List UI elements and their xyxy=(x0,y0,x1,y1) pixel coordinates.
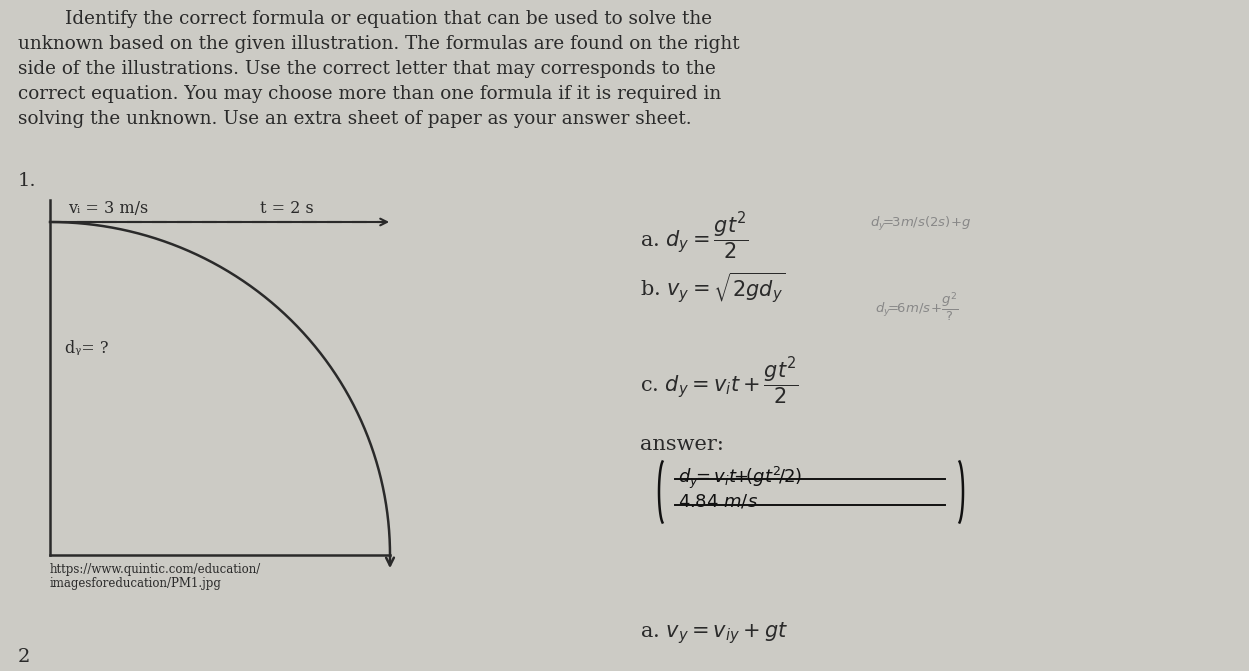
Text: dᵧ= ?: dᵧ= ? xyxy=(65,340,109,357)
Text: $d_y\!\!=\!\!3m/s(2s)\!+\!g$: $d_y\!\!=\!\!3m/s(2s)\!+\!g$ xyxy=(871,215,972,233)
Text: a. $v_y = v_{iy} + gt$: a. $v_y = v_{iy} + gt$ xyxy=(639,620,788,646)
Text: 2: 2 xyxy=(17,648,30,666)
Text: t = 2 s: t = 2 s xyxy=(260,200,313,217)
Text: c. $d_y = v_it + \dfrac{gt^2}{2}$: c. $d_y = v_it + \dfrac{gt^2}{2}$ xyxy=(639,355,798,407)
Text: b. $v_y = \sqrt{2gd_y}$: b. $v_y = \sqrt{2gd_y}$ xyxy=(639,270,786,305)
Text: 1.: 1. xyxy=(17,172,36,190)
Text: https://www.quintic.com/education/: https://www.quintic.com/education/ xyxy=(50,563,261,576)
Text: $4.84\ m/s$: $4.84\ m/s$ xyxy=(678,493,758,511)
Text: imagesforeducation/PM1.jpg: imagesforeducation/PM1.jpg xyxy=(50,577,222,590)
Text: a. $d_y = \dfrac{gt^2}{2}$: a. $d_y = \dfrac{gt^2}{2}$ xyxy=(639,210,748,262)
Text: $d_y\!\!=v_it\!\!+\!\!(gt^2\!/2)$: $d_y\!\!=v_it\!\!+\!\!(gt^2\!/2)$ xyxy=(678,465,802,491)
Text: answer:: answer: xyxy=(639,435,724,454)
Text: Identify the correct formula or equation that can be used to solve the
unknown b: Identify the correct formula or equation… xyxy=(17,10,739,128)
Text: $d_y\!\!=\!\!6m/s\!+\!\dfrac{g^2}{?}$: $d_y\!\!=\!\!6m/s\!+\!\dfrac{g^2}{?}$ xyxy=(876,290,959,323)
Text: vᵢ = 3 m/s: vᵢ = 3 m/s xyxy=(67,200,149,217)
